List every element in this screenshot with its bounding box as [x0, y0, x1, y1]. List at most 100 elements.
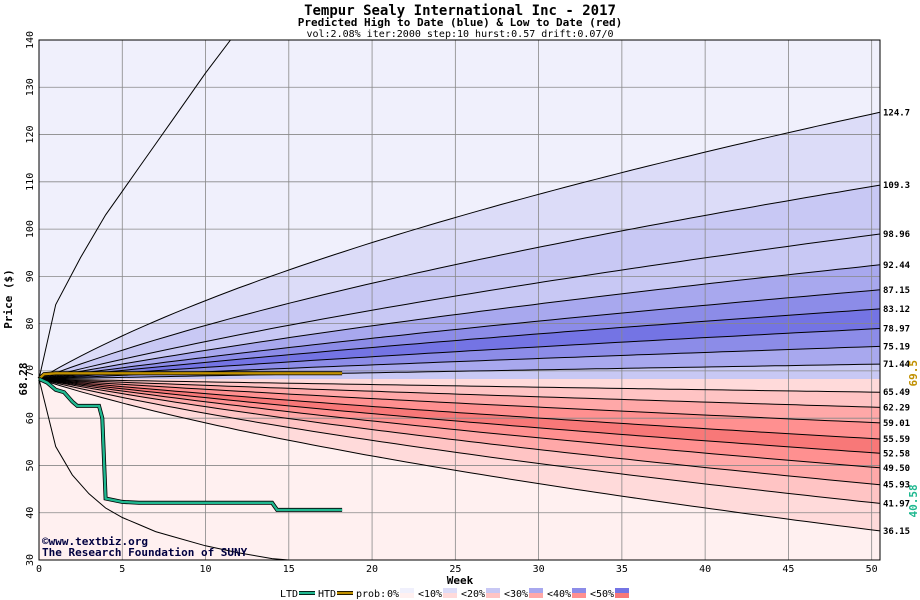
high-band-fill: [39, 112, 880, 380]
y-tick-label: 130: [25, 78, 36, 96]
high-band-line: [39, 233, 880, 380]
outer-low-curve: [39, 378, 289, 560]
plot-border: [38, 39, 881, 561]
legend-swatch-low: [486, 593, 500, 598]
x-tick-label: 50: [866, 564, 878, 575]
y-tick-label: 70: [25, 365, 36, 377]
low-band-line: [39, 378, 880, 504]
low-band-line: [39, 378, 880, 469]
band-end-label: 71.44: [883, 360, 911, 370]
band-lines: [39, 40, 880, 560]
legend-swatch-high: [400, 588, 414, 593]
low-band-fill: [39, 379, 880, 485]
high-band-fill: [39, 328, 880, 379]
chart-subtitle: Predicted High to Date (blue) & Low to D…: [298, 16, 623, 29]
band-end-label: 124.7: [883, 108, 910, 118]
y-tick-label: 110: [25, 173, 36, 191]
x-tick-label: 5: [119, 564, 125, 575]
high-band-fill: [39, 308, 880, 379]
band-end-label: 59.01: [883, 419, 910, 429]
x-tick-label: 10: [200, 564, 212, 575]
band-end-label: 109.3: [883, 181, 910, 191]
x-tick-label: 20: [366, 564, 378, 575]
x-tick-label: 40: [699, 564, 711, 575]
legend-prob-item: <40%: [547, 589, 571, 600]
legend-prob-item: <30%: [504, 589, 528, 600]
low-band-fill: [39, 379, 880, 439]
legend-prob-item: <50%: [590, 589, 614, 600]
legend: LTD HTD prob: 0% <10% <20% <30% <40% <50%: [280, 588, 629, 600]
low-band-line: [39, 378, 880, 393]
htd-value-label: 69.5: [907, 360, 920, 387]
legend-swatch-low: [572, 593, 586, 598]
legend-prob-label: prob:: [356, 589, 386, 600]
low-band-fill: [39, 379, 880, 560]
x-tick-label: 15: [283, 564, 295, 575]
start-price-label: 68.28: [17, 362, 30, 395]
ltd-value-label: 40.58: [907, 484, 920, 517]
band-end-label: 41.97: [883, 499, 910, 509]
high-band-fill: [39, 40, 880, 379]
band-end-label: 87.15: [883, 286, 910, 296]
band-end-label: 45.93: [883, 481, 910, 491]
y-tick-label: 40: [25, 507, 36, 519]
band-end-label: 49.50: [883, 464, 910, 474]
x-tick-label: 30: [533, 564, 545, 575]
y-tick-label: 120: [25, 126, 36, 144]
y-tick-label: 80: [25, 318, 36, 330]
legend-swatch-low: [443, 593, 457, 598]
htd-series-line: [38, 372, 343, 380]
low-band-fill: [39, 379, 880, 531]
low-band-line: [39, 378, 880, 532]
x-tick-label: 35: [616, 564, 628, 575]
x-tick-label: 0: [36, 564, 42, 575]
band-end-label: 52.58: [883, 449, 910, 459]
y-tick-label: 60: [25, 412, 36, 424]
x-tick-label: 25: [449, 564, 461, 575]
y-tick-label: 30: [25, 554, 36, 566]
high-band-fill: [39, 185, 880, 379]
low-band-line: [39, 378, 880, 424]
legend-swatch-high: [529, 588, 543, 593]
chart-params: vol:2.08% iter:2000 step:10 hurst:0.57 d…: [306, 29, 613, 40]
high-band-line: [39, 308, 880, 380]
high-band-line: [39, 363, 880, 380]
low-band-line: [39, 378, 880, 486]
outer-high-curve: [39, 40, 231, 380]
legend-swatch-low: [529, 593, 543, 598]
high-band-fill: [39, 234, 880, 379]
high-band-line: [39, 111, 880, 380]
low-band-fill: [39, 379, 880, 408]
high-band-line: [39, 264, 880, 380]
axes: 0 5 10 15 20 25 30 35 40 45 50 30 40 50 60 70 80 90 100 110…: [17, 31, 920, 575]
low-band-fill: [39, 379, 880, 423]
legend-ltd-label: LTD: [280, 589, 298, 600]
band-end-label: 65.49: [883, 388, 910, 398]
high-band-fill: [39, 289, 880, 379]
band-end-label: 75.19: [883, 342, 910, 352]
series: [37, 371, 343, 512]
band-end-label: 92.44: [883, 261, 911, 271]
band-end-label: 83.12: [883, 305, 910, 315]
ltd-series-line: [38, 377, 343, 512]
band-end-label: 98.96: [883, 230, 910, 240]
chart-title: Tempur Sealy International Inc - 2017: [304, 3, 616, 19]
high-band-line: [39, 289, 880, 380]
legend-prob-item: <10%: [418, 589, 442, 600]
y-tick-label: 140: [25, 31, 36, 49]
legend-htd-label: HTD: [318, 589, 336, 600]
band-end-label: 55.59: [883, 435, 910, 445]
band-end-label: 78.97: [883, 325, 910, 335]
band-end-label: 62.29: [883, 403, 910, 413]
low-band-line: [39, 378, 880, 454]
credit-copyright: ©www.textbiz.org: [42, 535, 148, 548]
legend-swatch-high: [572, 588, 586, 593]
high-band-line: [39, 328, 880, 380]
y-tick-label: 90: [25, 270, 36, 282]
y-tick-label: 100: [25, 220, 36, 238]
legend-swatch-high: [615, 588, 629, 593]
y-tick-label: 50: [25, 459, 36, 471]
low-band-fill: [39, 379, 880, 468]
plot-area: [39, 40, 880, 560]
